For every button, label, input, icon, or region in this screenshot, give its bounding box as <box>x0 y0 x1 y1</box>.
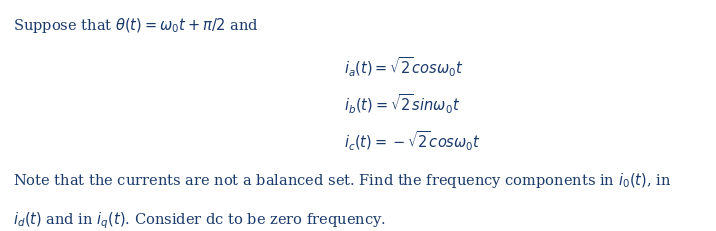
Text: $i_b(t) = \sqrt{2}sin\omega_0 t$: $i_b(t) = \sqrt{2}sin\omega_0 t$ <box>344 92 460 116</box>
Text: $i_c(t) = -\sqrt{2}cos\omega_0 t$: $i_c(t) = -\sqrt{2}cos\omega_0 t$ <box>344 129 480 153</box>
Text: $i_d(t)$ and in $i_q(t)$. Consider dc to be zero frequency.: $i_d(t)$ and in $i_q(t)$. Consider dc to… <box>13 210 386 231</box>
Text: Suppose that $\theta(t) = \omega_0 t + \pi/2$ and: Suppose that $\theta(t) = \omega_0 t + \… <box>13 16 258 35</box>
Text: Note that the currents are not a balanced set. Find the frequency components in : Note that the currents are not a balance… <box>13 171 671 190</box>
Text: $i_a(t) = \sqrt{2}cos\omega_0 t$: $i_a(t) = \sqrt{2}cos\omega_0 t$ <box>344 55 463 79</box>
